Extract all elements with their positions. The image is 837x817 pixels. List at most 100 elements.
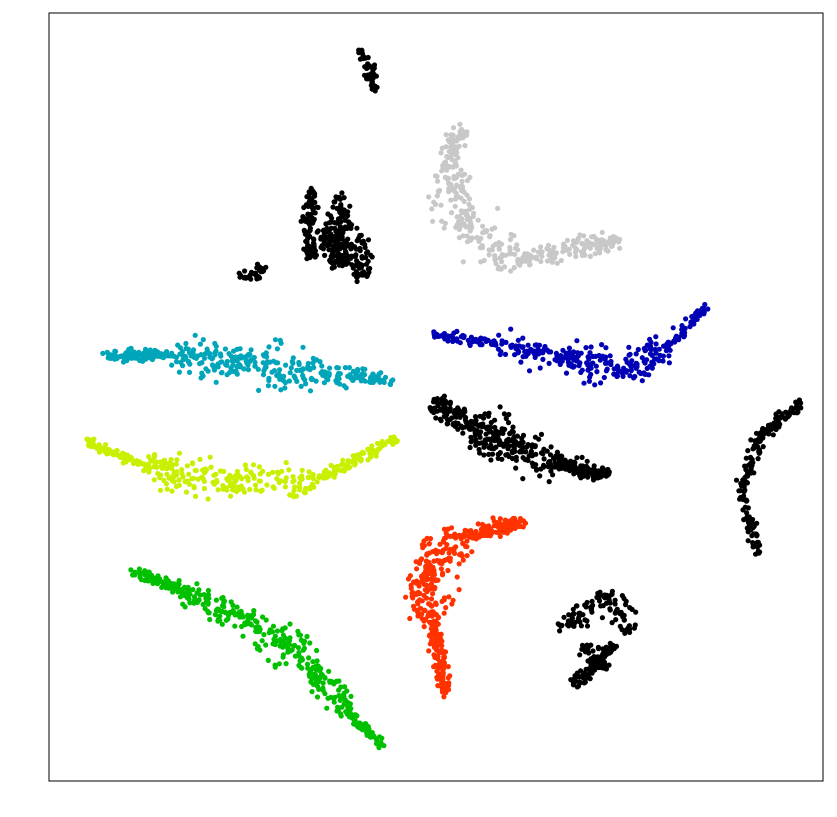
point-cluster-10 [429,571,435,577]
point-cluster-2 [507,236,513,243]
point-cluster-6 [300,344,306,350]
point-cluster-7 [442,404,448,411]
point-cluster-12 [561,614,567,620]
point-cluster-11 [276,661,282,667]
point-cluster-6 [266,344,272,350]
point-cluster-9 [389,439,395,445]
point-cluster-6 [350,368,356,374]
point-cluster-7 [445,420,451,427]
point-cluster-7 [583,463,590,469]
point-cluster-6 [368,379,374,385]
point-cluster-10 [418,557,424,563]
point-cluster-2 [429,206,435,212]
point-cluster-2 [443,132,449,138]
point-cluster-8 [760,444,766,450]
point-cluster-7 [571,467,578,473]
point-cluster-1 [366,63,373,69]
point-cluster-10 [424,570,430,576]
point-cluster-7 [465,420,471,426]
point-cluster-2 [487,233,493,239]
point-cluster-5 [502,351,509,357]
point-cluster-9 [201,478,207,484]
point-cluster-9 [207,454,213,460]
point-cluster-11 [280,632,286,638]
point-cluster-10 [450,597,456,603]
point-cluster-7 [506,411,512,418]
point-cluster-3 [362,244,368,251]
point-cluster-6 [217,351,224,357]
point-cluster-7 [505,420,512,426]
point-cluster-11 [292,653,298,659]
point-cluster-4 [248,269,255,275]
point-cluster-6 [185,346,191,352]
point-cluster-6 [274,346,280,352]
point-cluster-12 [619,593,626,599]
point-cluster-8 [797,399,803,405]
point-cluster-2 [448,197,454,203]
point-cluster-5 [563,370,570,376]
point-cluster-9 [375,440,381,446]
point-cluster-12 [584,618,590,624]
point-cluster-2 [492,256,498,262]
point-cluster-12 [588,656,594,662]
point-cluster-6 [127,351,133,358]
point-cluster-10 [465,533,471,539]
point-cluster-10 [415,598,421,605]
point-cluster-9 [349,459,355,465]
point-cluster-9 [257,471,263,477]
point-cluster-2 [592,251,598,257]
point-cluster-2 [608,237,614,243]
point-cluster-11 [128,567,134,573]
point-cluster-11 [310,659,316,665]
point-cluster-7 [523,449,529,455]
point-cluster-9 [174,457,180,463]
point-cluster-9 [256,478,262,484]
point-cluster-2 [481,257,487,264]
point-cluster-3 [322,252,328,258]
point-cluster-9 [291,494,297,500]
point-cluster-12 [584,623,591,629]
point-cluster-7 [540,451,546,457]
point-cluster-5 [556,354,562,360]
point-cluster-9 [244,474,250,480]
point-cluster-3 [363,261,370,267]
point-cluster-7 [580,466,586,472]
point-cluster-11 [146,576,152,582]
point-cluster-6 [300,366,306,372]
point-cluster-10 [431,664,437,670]
point-cluster-5 [626,361,633,367]
point-cluster-7 [525,457,531,463]
point-cluster-2 [449,139,455,145]
point-cluster-6 [298,383,304,389]
point-cluster-3 [353,262,359,268]
point-cluster-8 [779,411,785,417]
point-cluster-11 [252,641,258,647]
point-cluster-5 [635,346,641,353]
point-cluster-7 [501,411,507,417]
point-cluster-5 [578,350,584,356]
point-cluster-12 [577,652,583,658]
point-cluster-6 [310,360,316,366]
point-cluster-11 [203,599,210,605]
point-cluster-6 [201,355,208,361]
point-cluster-9 [247,486,253,492]
point-cluster-8 [741,489,747,495]
point-cluster-2 [458,167,464,173]
point-cluster-12 [558,623,564,629]
point-cluster-3 [343,225,349,231]
point-cluster-7 [452,423,458,429]
point-cluster-5 [581,380,587,386]
point-cluster-12 [614,606,620,612]
point-cluster-12 [586,650,592,656]
point-cluster-5 [573,356,579,362]
point-cluster-11 [366,726,372,732]
point-cluster-7 [575,470,581,476]
point-cluster-3 [354,258,360,264]
point-cluster-6 [190,347,197,353]
point-cluster-11 [194,581,200,587]
point-cluster-1 [358,47,365,53]
point-cluster-11 [338,711,344,717]
point-cluster-3 [347,203,353,209]
point-cluster-5 [474,337,480,343]
